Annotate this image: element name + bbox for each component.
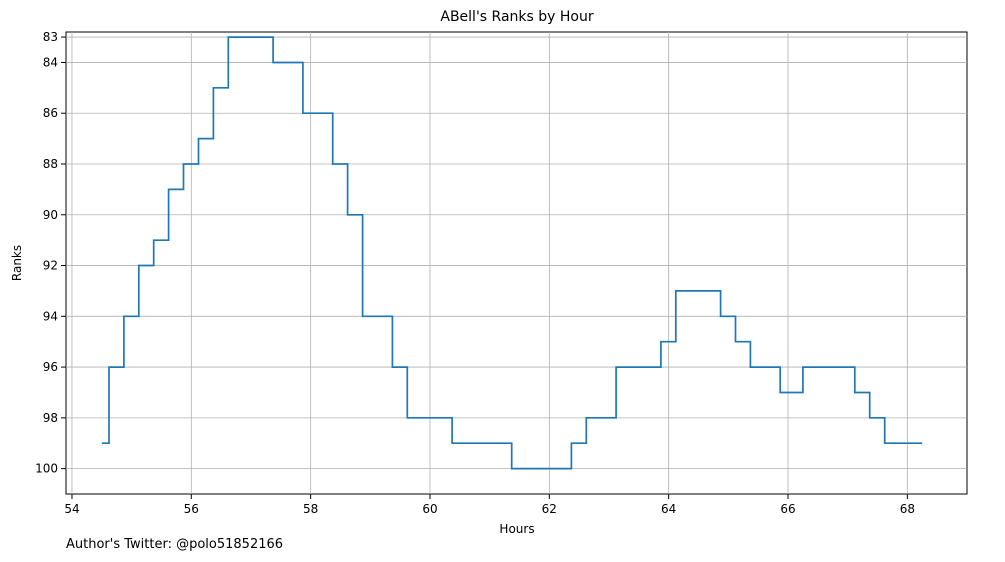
x-tick-label: 58 <box>303 502 318 516</box>
x-tick-label: 64 <box>661 502 676 516</box>
y-tick-label: 100 <box>35 462 58 476</box>
x-tick-label: 54 <box>64 502 79 516</box>
x-tick-label: 66 <box>780 502 795 516</box>
y-tick-label: 88 <box>43 157 58 171</box>
series-line-0 <box>101 36 923 470</box>
x-tick-label: 56 <box>184 502 199 516</box>
y-tick-label: 90 <box>43 208 58 222</box>
y-tick-label: 92 <box>43 259 58 273</box>
x-tick-label: 68 <box>900 502 915 516</box>
plot-area <box>65 31 968 495</box>
y-tick-label: 94 <box>43 309 58 323</box>
axis-ticks: 54 56 58 60 62 64 66 68 83 84 86 88 90 92 94 96 98 100 <box>35 30 915 516</box>
y-axis-label: Ranks <box>10 245 24 281</box>
x-tick-label: 60 <box>422 502 437 516</box>
x-axis-label: Hours <box>499 522 534 536</box>
author-footer: Author's Twitter: @polo51852166 <box>66 537 284 552</box>
x-tick-label: 62 <box>542 502 557 516</box>
y-tick-label: 96 <box>43 360 58 374</box>
y-tick-label: 84 <box>43 55 58 69</box>
y-tick-label: 83 <box>43 30 58 44</box>
y-tick-label: 98 <box>43 411 58 425</box>
series-layer <box>101 36 923 470</box>
chart-title: ABell's Ranks by Hour <box>440 9 593 25</box>
y-tick-label: 86 <box>43 106 58 120</box>
